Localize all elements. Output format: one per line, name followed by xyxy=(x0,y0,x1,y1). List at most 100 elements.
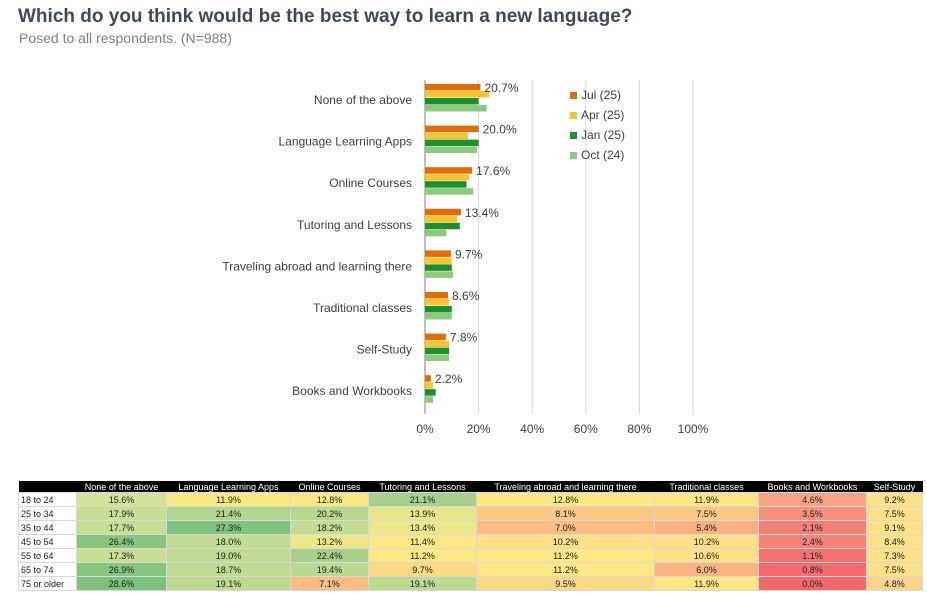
x-tick-label: 60% xyxy=(574,422,598,436)
bar xyxy=(425,271,454,278)
table-row-label: 35 to 44 xyxy=(18,520,77,535)
table-row-label: 55 to 64 xyxy=(18,548,77,563)
category-label: Traveling abroad and learning there xyxy=(222,259,412,273)
table-cell: 11.4% xyxy=(368,534,477,549)
bar xyxy=(425,132,468,140)
age-breakdown-table: None of the above Language Learning Apps O… xyxy=(18,481,923,591)
legend-label: Oct (24) xyxy=(581,148,624,162)
table-cell: 5.4% xyxy=(654,520,759,535)
table-row: 18 to 24 15.6% 11.9% 12.8% 21.1% 12.8% 11.9% 4.… xyxy=(18,492,923,507)
table-cell: 11.2% xyxy=(476,548,655,563)
bar xyxy=(425,375,431,382)
table-header-cell: Tutoring and Lessons xyxy=(368,481,477,493)
table-cell: 17.9% xyxy=(76,506,167,521)
table-cell: 22.4% xyxy=(290,548,369,563)
table-cell: 0.8% xyxy=(758,562,867,577)
bar xyxy=(425,257,452,264)
table-cell: 18.2% xyxy=(290,520,369,535)
table-cell: 2.4% xyxy=(758,534,867,549)
table-cell: 21.1% xyxy=(368,492,477,507)
legend-swatch xyxy=(570,112,577,119)
table-header-cell: Books and Workbooks xyxy=(758,481,867,493)
data-label: 20.0% xyxy=(483,123,517,137)
legend-label: Jul (25) xyxy=(581,88,621,102)
table-cell: 19.1% xyxy=(166,576,291,591)
data-label: 7.8% xyxy=(450,331,478,345)
category-label: Self-Study xyxy=(357,343,412,357)
table-cell: 20.2% xyxy=(290,506,369,521)
legend-label: Apr (25) xyxy=(581,108,624,122)
table-cell: 13.9% xyxy=(368,506,477,521)
category-label: Tutoring and Lessons xyxy=(297,218,412,232)
bar xyxy=(425,354,450,362)
bar xyxy=(425,396,434,403)
table-cell: 9.2% xyxy=(866,492,923,507)
legend-swatch xyxy=(570,152,577,159)
bar xyxy=(425,229,447,237)
table-row: 55 to 64 17.3% 19.0% 22.4% 11.2% 11.2% 10.6% 1.… xyxy=(18,548,923,563)
table-cell: 12.8% xyxy=(476,492,655,507)
table-row-label: 18 to 24 xyxy=(18,492,77,507)
table-cell: 0.0% xyxy=(758,576,867,591)
table-cell: 26.4% xyxy=(76,534,167,549)
bar xyxy=(425,91,490,98)
bar xyxy=(425,347,450,355)
table-cell: 7.3% xyxy=(866,548,923,563)
data-label: 20.7% xyxy=(484,81,518,95)
table-cell: 21.4% xyxy=(166,506,291,521)
table-cell: 10.6% xyxy=(654,548,759,563)
table-cell: 17.7% xyxy=(76,520,167,535)
bar xyxy=(425,105,487,112)
table-header-cell: Traveling abroad and learning there xyxy=(476,481,655,493)
legend-label: Jan (25) xyxy=(581,128,625,142)
data-label: 9.7% xyxy=(455,247,483,261)
category-label: Traditional classes xyxy=(313,301,412,315)
table-cell: 27.3% xyxy=(166,520,291,535)
table-row-label: 45 to 54 xyxy=(18,534,77,549)
category-label: Books and Workbooks xyxy=(292,384,412,398)
table-header-cell: Traditional classes xyxy=(654,481,759,493)
bar xyxy=(425,333,446,341)
table-cell: 7.5% xyxy=(866,506,923,521)
table-cell: 19.0% xyxy=(166,548,291,563)
table-cell: 10.2% xyxy=(654,534,759,549)
bar xyxy=(425,146,478,154)
table-row: 25 to 34 17.9% 21.4% 20.2% 13.9% 8.1% 7.5% 3.5%… xyxy=(18,506,923,521)
table-cell: 7.0% xyxy=(476,520,655,535)
table-row: 35 to 44 17.7% 27.3% 18.2% 13.4% 7.0% 5.4% 2.1%… xyxy=(18,520,923,535)
bar xyxy=(425,264,452,271)
table-cell: 9.7% xyxy=(368,562,477,577)
bar xyxy=(425,299,450,306)
x-tick-label: 20% xyxy=(467,422,491,436)
table-row: 75 or older 28.6% 19.1% 7.1% 19.1% 9.5% 11.9% 0… xyxy=(18,576,923,591)
bar xyxy=(425,208,461,216)
bar xyxy=(425,222,460,230)
x-tick-label: 40% xyxy=(520,422,544,436)
table-cell: 19.4% xyxy=(290,562,369,577)
table-cell: 8.1% xyxy=(476,506,655,521)
table-cell: 11.2% xyxy=(368,548,477,563)
table-cell: 15.6% xyxy=(76,492,167,507)
legend-swatch xyxy=(570,92,577,99)
table-header-cell xyxy=(18,481,77,493)
table-row-label: 25 to 34 xyxy=(18,506,77,521)
chart-subtitle: Posed to all respondents. (N=988) xyxy=(19,30,232,46)
table-cell: 13.4% xyxy=(368,520,477,535)
table-cell: 13.2% xyxy=(290,534,369,549)
category-label: Online Courses xyxy=(329,176,412,190)
bar xyxy=(425,292,449,299)
table-cell: 9.1% xyxy=(866,520,923,535)
table-cell: 4.6% xyxy=(758,492,867,507)
table-cell: 18.7% xyxy=(166,562,291,577)
bar-chart: 0% 20% 40% 60% 80% 100% None of the above 20.7%… xyxy=(222,80,709,436)
data-label: 2.2% xyxy=(435,372,463,386)
bar xyxy=(425,125,479,133)
table-header-cell: Online Courses xyxy=(290,481,369,493)
table-header-cell: Self-Study xyxy=(866,481,923,493)
bar xyxy=(425,167,473,174)
table-cell: 11.9% xyxy=(166,492,291,507)
table-cell: 18.0% xyxy=(166,534,291,549)
table-cell: 11.9% xyxy=(654,576,759,591)
table-row: 45 to 54 26.4% 18.0% 13.2% 11.4% 10.2% 10.2% 2.… xyxy=(18,534,923,549)
bar xyxy=(425,250,451,257)
